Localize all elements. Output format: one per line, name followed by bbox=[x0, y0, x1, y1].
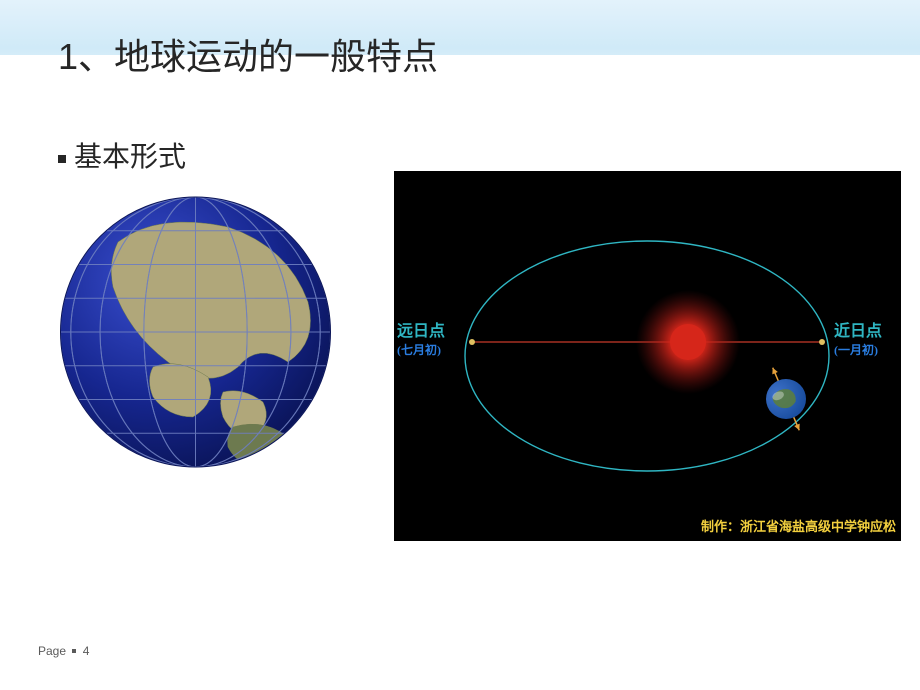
svg-text:(七月初): (七月初) bbox=[397, 342, 441, 357]
svg-text:远日点: 远日点 bbox=[397, 321, 445, 340]
svg-text:制作：浙江省海盐高级中学钟应松: 制作：浙江省海盐高级中学钟应松 bbox=[701, 519, 896, 534]
svg-text:近日点: 近日点 bbox=[834, 321, 882, 340]
globe-svg bbox=[58, 192, 333, 472]
subtitle-text: 基本形式 bbox=[74, 141, 186, 172]
page-footer: Page 4 bbox=[38, 644, 89, 658]
separator-icon bbox=[72, 649, 76, 653]
orbit-diagram: 远日点 (七月初) 近日点 (一月初) 制作：浙江省海盐高级中学钟应松 bbox=[394, 171, 901, 541]
orbit-svg: 远日点 (七月初) 近日点 (一月初) 制作：浙江省海盐高级中学钟应松 bbox=[394, 171, 901, 541]
svg-text:(一月初): (一月初) bbox=[834, 342, 878, 357]
globe-image bbox=[58, 192, 333, 472]
slide-subtitle: 基本形式 bbox=[58, 135, 186, 175]
bullet-icon bbox=[58, 155, 66, 163]
page-label: Page bbox=[38, 644, 66, 658]
slide: 1、地球运动的一般特点 基本形式 远日点 (七月初) 近日点 (一月初) 制作：浙江省海… bbox=[0, 0, 920, 690]
page-number: 4 bbox=[83, 644, 90, 658]
slide-title: 1、地球运动的一般特点 bbox=[58, 28, 438, 80]
